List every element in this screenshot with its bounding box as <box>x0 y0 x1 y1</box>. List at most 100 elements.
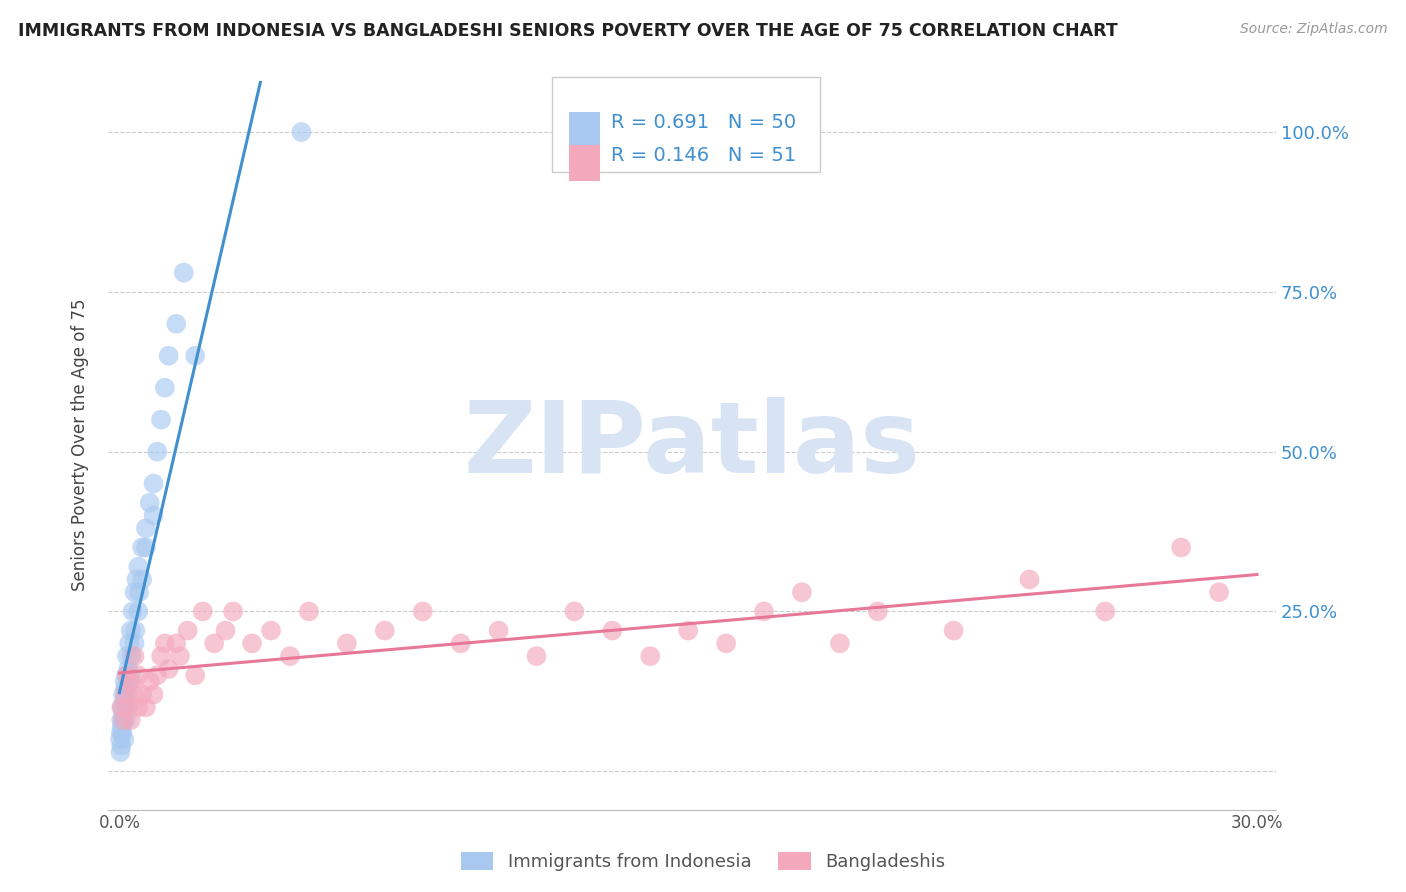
Point <box>191 604 214 618</box>
Point <box>111 700 134 714</box>
Point <box>526 649 548 664</box>
Point <box>1170 541 1192 555</box>
Point <box>111 719 134 733</box>
Point <box>117 700 139 714</box>
Point <box>602 624 624 638</box>
Point <box>1018 573 1040 587</box>
Point <box>124 585 146 599</box>
Point <box>127 559 149 574</box>
Point <box>115 688 138 702</box>
Point <box>121 649 143 664</box>
Point <box>115 700 138 714</box>
Point <box>112 694 135 708</box>
Point <box>142 508 165 523</box>
Point <box>138 674 160 689</box>
Point <box>120 668 142 682</box>
Point <box>135 521 157 535</box>
Point <box>290 125 312 139</box>
Point <box>142 476 165 491</box>
Point <box>146 444 169 458</box>
Point <box>110 700 132 714</box>
Point <box>118 674 141 689</box>
Point <box>110 713 132 727</box>
Point <box>112 732 135 747</box>
Point <box>114 713 136 727</box>
Text: R = 0.146   N = 51: R = 0.146 N = 51 <box>612 146 797 165</box>
Point <box>125 573 148 587</box>
Point <box>298 604 321 618</box>
Point <box>638 649 661 664</box>
Point <box>115 649 138 664</box>
Point <box>184 668 207 682</box>
Point <box>752 604 775 618</box>
Point <box>131 573 153 587</box>
Text: Source: ZipAtlas.com: Source: ZipAtlas.com <box>1240 22 1388 37</box>
Point <box>110 726 132 740</box>
Point <box>118 636 141 650</box>
FancyBboxPatch shape <box>551 78 821 172</box>
Point <box>135 541 157 555</box>
Point <box>120 713 142 727</box>
Point <box>111 726 134 740</box>
Point <box>1208 585 1230 599</box>
Point <box>676 624 699 638</box>
Point <box>138 496 160 510</box>
Point <box>153 381 176 395</box>
Point <box>128 585 150 599</box>
Point <box>124 624 146 638</box>
Point <box>260 624 283 638</box>
Point <box>124 636 146 650</box>
Point <box>169 649 191 664</box>
Point <box>131 688 153 702</box>
Point <box>111 706 134 721</box>
Point <box>127 700 149 714</box>
Point <box>828 636 851 650</box>
Point <box>124 649 146 664</box>
Point <box>150 412 173 426</box>
FancyBboxPatch shape <box>569 145 600 181</box>
Y-axis label: Seniors Poverty Over the Age of 75: Seniors Poverty Over the Age of 75 <box>72 299 89 591</box>
Point <box>115 668 138 682</box>
Point <box>278 649 301 664</box>
Point <box>146 668 169 682</box>
Point <box>488 624 510 638</box>
Point <box>374 624 396 638</box>
Point <box>184 349 207 363</box>
Point <box>135 700 157 714</box>
Point <box>790 585 813 599</box>
Point <box>115 668 138 682</box>
Point <box>153 636 176 650</box>
Point <box>214 624 236 638</box>
Point <box>165 636 187 650</box>
Point <box>1094 604 1116 618</box>
Text: ZIPatlas: ZIPatlas <box>464 397 921 493</box>
FancyBboxPatch shape <box>569 112 600 148</box>
Point <box>114 700 136 714</box>
Point <box>112 713 135 727</box>
Point <box>124 688 146 702</box>
Point <box>450 636 472 650</box>
Point <box>127 604 149 618</box>
Point <box>157 349 180 363</box>
Point <box>142 688 165 702</box>
Point <box>240 636 263 650</box>
Point <box>202 636 225 650</box>
Point <box>121 604 143 618</box>
Point <box>150 649 173 664</box>
Point <box>165 317 187 331</box>
Point <box>108 732 131 747</box>
Point <box>114 688 136 702</box>
Point <box>114 674 136 689</box>
Point <box>131 541 153 555</box>
Point <box>120 624 142 638</box>
Point <box>117 662 139 676</box>
Point <box>127 668 149 682</box>
Point <box>110 745 132 759</box>
Point <box>112 713 135 727</box>
Point <box>176 624 198 638</box>
Point <box>564 604 586 618</box>
Text: IMMIGRANTS FROM INDONESIA VS BANGLADESHI SENIORS POVERTY OVER THE AGE OF 75 CORR: IMMIGRANTS FROM INDONESIA VS BANGLADESHI… <box>18 22 1118 40</box>
Text: R = 0.691   N = 50: R = 0.691 N = 50 <box>612 113 797 132</box>
Point <box>110 739 132 753</box>
Point <box>112 688 135 702</box>
